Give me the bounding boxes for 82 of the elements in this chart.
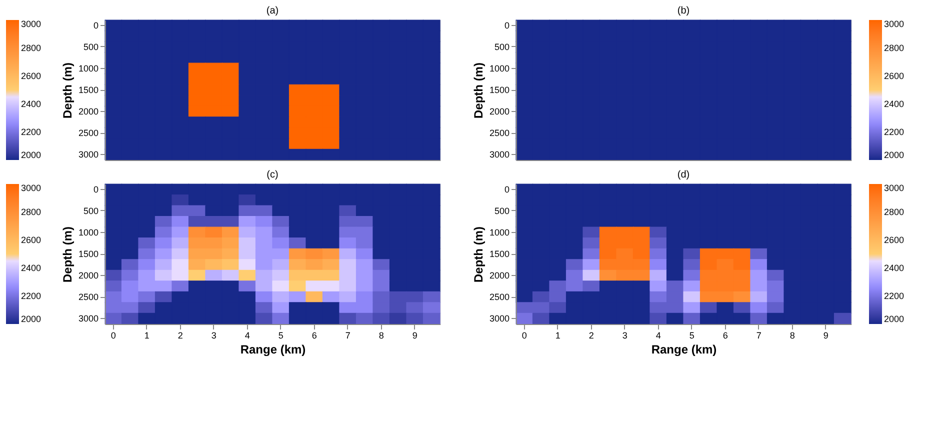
y-tick-label: 0: [93, 184, 98, 194]
y-tick-label: 500: [83, 42, 98, 52]
y-tick-label: 1500: [489, 85, 510, 95]
color-bar-label: 2200: [21, 291, 42, 301]
color-bar-label: 2000: [21, 150, 42, 160]
x-tick-label: 9: [412, 330, 418, 340]
y-tick-label: 3000: [78, 150, 98, 160]
y-tick-label: 1500: [489, 249, 510, 259]
color-bar-label: 2400: [884, 99, 904, 109]
y-tick-label: 500: [494, 42, 510, 52]
chart-title: (b): [677, 6, 690, 17]
color-bar-label: 2200: [884, 291, 904, 301]
y-tick-label: 2500: [489, 128, 510, 138]
x-tick-label: 2: [588, 330, 594, 340]
x-tick-label: 7: [345, 330, 350, 340]
y-tick-label: 3000: [78, 314, 98, 324]
color-bar-label: 3000: [21, 19, 42, 29]
x-tick-label: 9: [823, 330, 828, 340]
color-bar-label: 2000: [21, 314, 42, 324]
color-bar-label: 2600: [21, 71, 42, 81]
y-tick-label: 0: [93, 20, 98, 30]
y-tick-label: 3000: [489, 314, 510, 324]
x-tick-label: 3: [622, 330, 628, 340]
y-axis-title: Depth (m): [471, 62, 486, 118]
color-bar-label: 2000: [884, 150, 904, 160]
y-tick-label: 1000: [78, 63, 98, 74]
y-tick-label: 2000: [78, 270, 98, 281]
x-tick-label: 6: [722, 330, 728, 340]
y-axis-title: Depth (m): [60, 226, 74, 282]
color-bar-label: 2400: [21, 263, 42, 273]
y-tick-label: 2500: [489, 292, 510, 302]
y-tick-label: 0: [504, 20, 510, 30]
y-axis-title: Depth (m): [60, 62, 74, 118]
color-bar-label: 2600: [884, 235, 904, 245]
chart-title: (d): [677, 170, 690, 181]
y-tick-label: 1000: [489, 63, 510, 74]
y-tick-label: 3000: [489, 150, 510, 160]
chart-title: (c): [266, 170, 278, 181]
x-tick-label: 3: [211, 330, 216, 340]
y-tick-label: 500: [494, 206, 510, 216]
y-tick-label: 2000: [489, 270, 510, 281]
color-bar-label: 2800: [884, 43, 904, 53]
color-bar-label: 2000: [884, 314, 904, 324]
y-tick-label: 1000: [78, 227, 98, 238]
x-tick-label: 8: [378, 330, 384, 340]
y-tick-label: 2500: [78, 292, 98, 302]
x-tick-label: 2: [178, 330, 183, 340]
y-tick-label: 2000: [78, 106, 98, 117]
color-bar-label: 2600: [884, 71, 904, 81]
x-tick-label: 7: [756, 330, 762, 340]
color-bar-label: 2200: [21, 127, 42, 137]
chart-title: (a): [266, 6, 279, 17]
color-bar-label: 2400: [21, 99, 42, 109]
color-bar-label: 3000: [21, 183, 42, 193]
x-tick-label: 5: [278, 330, 284, 340]
color-bar-label: 3000: [884, 183, 904, 193]
x-tick-label: 4: [656, 330, 661, 340]
y-tick-label: 1500: [78, 85, 98, 95]
color-bar-label: 2600: [21, 235, 42, 245]
x-tick-label: 4: [244, 330, 250, 340]
color-bar-label: 2800: [21, 207, 42, 217]
color-bar-label: 2800: [21, 43, 42, 53]
x-tick-label: 1: [555, 330, 560, 340]
color-bar-label: 2200: [884, 127, 904, 137]
y-tick-label: 1500: [78, 249, 98, 259]
x-tick-label: 0: [110, 330, 116, 340]
x-tick-label: 8: [790, 330, 795, 340]
y-tick-label: 2000: [489, 106, 510, 117]
x-tick-label: 6: [312, 330, 317, 340]
y-axis-title: Depth (m): [471, 226, 486, 282]
y-tick-label: 500: [83, 206, 98, 216]
x-tick-label: 5: [689, 330, 694, 340]
y-tick-label: 0: [504, 184, 510, 194]
x-tick-label: 0: [522, 330, 527, 340]
y-tick-label: 1000: [489, 227, 510, 238]
x-axis-title: Range (km): [651, 342, 717, 356]
x-tick-label: 1: [144, 330, 150, 340]
color-bar-label: 3000: [884, 19, 904, 29]
color-bar-label: 2800: [884, 207, 904, 217]
x-axis-title: Range (km): [240, 342, 306, 356]
color-bar-label: 2400: [884, 263, 904, 273]
y-tick-label: 2500: [78, 128, 98, 138]
